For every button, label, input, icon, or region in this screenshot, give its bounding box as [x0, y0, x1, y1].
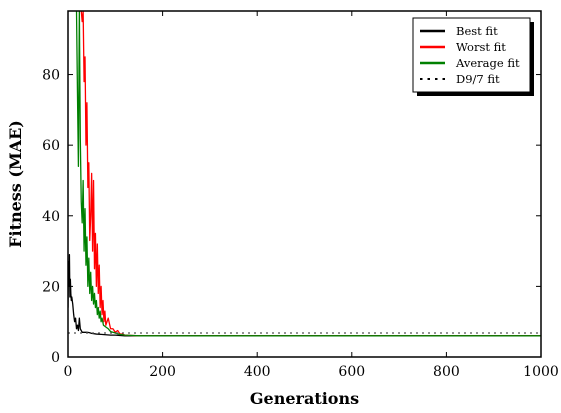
x-tick-label: 200 — [149, 364, 176, 380]
legend-entry: Best fit — [456, 24, 498, 38]
x-tick-label: 600 — [338, 364, 365, 380]
x-tick-label: 1000 — [523, 364, 559, 380]
x-axis-ticks: 0 200 400 600 800 1000 — [64, 11, 559, 380]
legend-entry: Worst fit — [456, 40, 506, 54]
y-tick-label: 40 — [42, 209, 60, 225]
x-axis-label: Generations — [250, 389, 359, 408]
y-tick-label: 20 — [42, 279, 60, 295]
x-tick-label: 0 — [64, 364, 73, 380]
y-tick-label: 80 — [42, 68, 60, 84]
series-line-best-fit — [68, 253, 541, 337]
legend: Best fit Worst fit Average fit D9/7 fit — [412, 17, 534, 96]
legend-entry: Average fit — [455, 56, 520, 70]
x-tick-label: 800 — [433, 364, 460, 380]
plot-frame — [67, 10, 542, 358]
y-tick-label: 0 — [51, 350, 60, 366]
y-axis-ticks: 0 20 40 60 80 — [42, 68, 541, 366]
legend-entry: D9/7 fit — [456, 72, 500, 86]
series-layer — [68, 11, 541, 337]
series-line-average-fit — [75, 11, 541, 337]
y-tick-label: 60 — [42, 138, 60, 154]
x-tick-label: 400 — [244, 364, 271, 380]
y-axis-label: Fitness (MAE) — [6, 120, 25, 248]
